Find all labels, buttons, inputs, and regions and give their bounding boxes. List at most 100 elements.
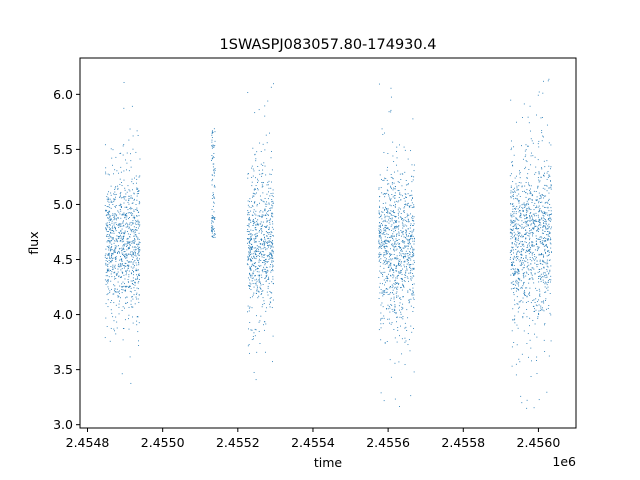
data-point [546, 185, 548, 187]
data-point [518, 307, 520, 309]
data-point [511, 346, 513, 348]
data-point [254, 224, 256, 226]
data-point [391, 292, 393, 294]
data-point [264, 210, 266, 212]
data-point [385, 281, 387, 283]
data-point [547, 238, 549, 240]
data-point [263, 244, 265, 245]
data-point [132, 269, 133, 271]
data-point [529, 291, 530, 293]
data-point [410, 213, 411, 215]
data-point [549, 175, 551, 177]
data-point [248, 328, 249, 330]
data-point [134, 242, 135, 244]
data-point [391, 220, 393, 222]
data-point [126, 245, 128, 247]
data-point [520, 300, 522, 302]
data-point [410, 305, 412, 307]
data-point [413, 261, 415, 263]
data-point [392, 237, 393, 239]
data-point [512, 268, 514, 270]
data-point [526, 210, 528, 212]
data-point [519, 279, 521, 281]
data-point [134, 303, 136, 305]
data-point [406, 216, 408, 218]
data-point [540, 241, 542, 243]
data-point [510, 229, 512, 231]
data-point [392, 285, 394, 287]
data-point [515, 249, 517, 250]
data-point [400, 264, 401, 266]
data-point [253, 238, 255, 240]
data-point [402, 283, 403, 285]
data-point [532, 246, 534, 247]
data-point [255, 262, 256, 264]
data-point [394, 362, 396, 364]
data-point [264, 238, 266, 240]
data-point [255, 255, 257, 257]
data-point [399, 335, 400, 337]
data-point [384, 257, 386, 259]
data-point [534, 173, 536, 175]
data-point [133, 246, 135, 248]
data-point [110, 194, 112, 196]
data-point [516, 324, 518, 326]
data-point [403, 197, 405, 199]
data-point [404, 246, 406, 248]
data-point [390, 186, 392, 188]
data-point [120, 233, 122, 234]
data-point [129, 217, 130, 218]
data-point [111, 249, 113, 251]
data-point [530, 191, 532, 193]
data-point [544, 202, 546, 204]
data-point [541, 140, 543, 142]
data-point [253, 255, 255, 257]
data-point [272, 196, 274, 198]
data-point [528, 278, 530, 280]
data-point [137, 248, 139, 249]
data-point [133, 294, 135, 296]
data-point [526, 221, 528, 223]
data-point [399, 272, 401, 274]
data-point [109, 290, 111, 292]
chart-title: 1SWASPJ083057.80-174930.4 [220, 37, 437, 53]
data-point [128, 200, 130, 202]
data-point [138, 275, 140, 277]
data-point [389, 253, 391, 255]
data-point [116, 170, 118, 172]
data-point [538, 228, 540, 230]
data-point [409, 254, 411, 256]
data-point [545, 207, 547, 208]
data-point [538, 91, 540, 93]
data-point [389, 280, 391, 282]
data-point [124, 255, 125, 257]
data-point [258, 265, 260, 267]
data-point [269, 257, 271, 259]
data-point [110, 280, 112, 282]
data-point [138, 176, 140, 178]
data-point [212, 205, 214, 207]
data-point [254, 250, 256, 252]
data-point [548, 231, 550, 233]
data-point [519, 215, 521, 217]
data-point [527, 273, 529, 275]
data-point [135, 235, 137, 237]
data-point [515, 237, 517, 239]
data-point [535, 166, 537, 168]
data-point [384, 342, 386, 344]
data-point [118, 232, 120, 233]
data-point [121, 252, 123, 254]
data-point [130, 261, 132, 263]
data-point [536, 206, 538, 208]
data-point [393, 226, 395, 228]
data-point [271, 226, 273, 228]
data-point [393, 215, 395, 217]
data-point [111, 222, 113, 224]
data-point [540, 224, 542, 226]
data-point [544, 206, 546, 208]
data-point [250, 233, 252, 235]
data-point [132, 283, 133, 284]
data-point [400, 208, 402, 210]
data-point [398, 246, 400, 247]
data-point [128, 198, 130, 199]
